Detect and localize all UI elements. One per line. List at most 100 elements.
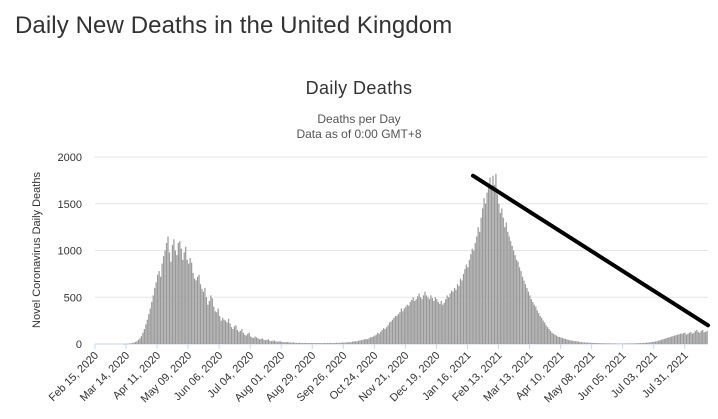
bar (705, 331, 707, 344)
bar (462, 273, 465, 345)
bar (477, 227, 479, 345)
bar (128, 343, 131, 345)
bar (205, 297, 208, 344)
bar (198, 274, 200, 344)
bar (406, 304, 408, 344)
bar (168, 252, 171, 344)
bar (124, 343, 126, 345)
annotation-line (470, 173, 710, 328)
y-tick-label: 1500 (58, 199, 82, 211)
bar (254, 336, 256, 344)
bar (419, 297, 422, 344)
bar (637, 343, 639, 344)
bar (334, 342, 336, 344)
bar (186, 259, 188, 344)
bar (298, 342, 301, 344)
bar (301, 343, 304, 344)
bar (173, 239, 175, 344)
bar (162, 256, 165, 344)
y-tick-label: 500 (64, 292, 82, 304)
bar (146, 319, 148, 344)
bar (372, 336, 374, 344)
bar-series (123, 173, 708, 345)
bar (496, 194, 498, 344)
bar (397, 314, 400, 344)
bar (143, 329, 145, 344)
bar (340, 342, 342, 344)
bar (613, 343, 615, 344)
bar (421, 299, 423, 344)
bar (533, 304, 535, 344)
bar (131, 343, 134, 344)
bar (513, 250, 515, 344)
bar (688, 332, 691, 344)
bar (449, 293, 451, 344)
bar (400, 308, 402, 344)
bar (623, 343, 626, 345)
bar (424, 291, 426, 344)
bar (349, 342, 351, 344)
bar (353, 341, 355, 344)
bar (204, 287, 206, 344)
bar (134, 341, 137, 344)
bar (357, 340, 360, 344)
bar (675, 335, 677, 344)
bar (425, 295, 428, 344)
bar (662, 339, 664, 344)
bar (482, 208, 484, 344)
bar (616, 343, 618, 345)
bar (250, 336, 252, 344)
bar (127, 343, 129, 345)
bar (211, 298, 213, 344)
bar (371, 336, 373, 344)
bar (123, 343, 125, 345)
bar (520, 271, 522, 344)
bar (554, 334, 556, 344)
bar (470, 254, 472, 344)
bar (417, 296, 419, 344)
bar (244, 334, 246, 344)
bar (604, 343, 606, 344)
bar (378, 333, 380, 344)
bar (674, 335, 676, 344)
bar (433, 300, 435, 344)
bar (366, 339, 369, 344)
bar (201, 288, 203, 344)
bar (306, 342, 308, 344)
bar (610, 343, 612, 344)
bar (174, 250, 176, 344)
bar (439, 303, 441, 344)
bar (620, 343, 623, 345)
bar (657, 340, 660, 344)
bar (489, 177, 491, 344)
bar (291, 342, 293, 344)
bar (628, 343, 630, 344)
bar (691, 333, 693, 344)
bar (458, 286, 460, 344)
bar (606, 343, 608, 344)
page-title: Daily New Deaths in the United Kingdom (15, 12, 453, 39)
bar (207, 304, 209, 344)
bar (391, 319, 394, 344)
bar (461, 280, 463, 344)
chart-title: Daily Deaths (305, 78, 413, 98)
bar (414, 300, 416, 344)
bar (256, 337, 258, 344)
bar (396, 315, 398, 344)
bar (177, 243, 179, 344)
bar (659, 340, 661, 344)
bar (575, 341, 577, 344)
bar (538, 313, 540, 344)
bar (436, 299, 438, 344)
bar (535, 306, 537, 344)
bar (467, 267, 469, 344)
bar (471, 248, 473, 344)
bar (530, 299, 532, 344)
bar (422, 295, 425, 344)
bar (515, 259, 518, 344)
bar (643, 342, 645, 344)
bar (539, 315, 541, 344)
bar (464, 269, 466, 344)
y-axis-ticks: 0 500 1000 1500 2000 (58, 152, 82, 351)
